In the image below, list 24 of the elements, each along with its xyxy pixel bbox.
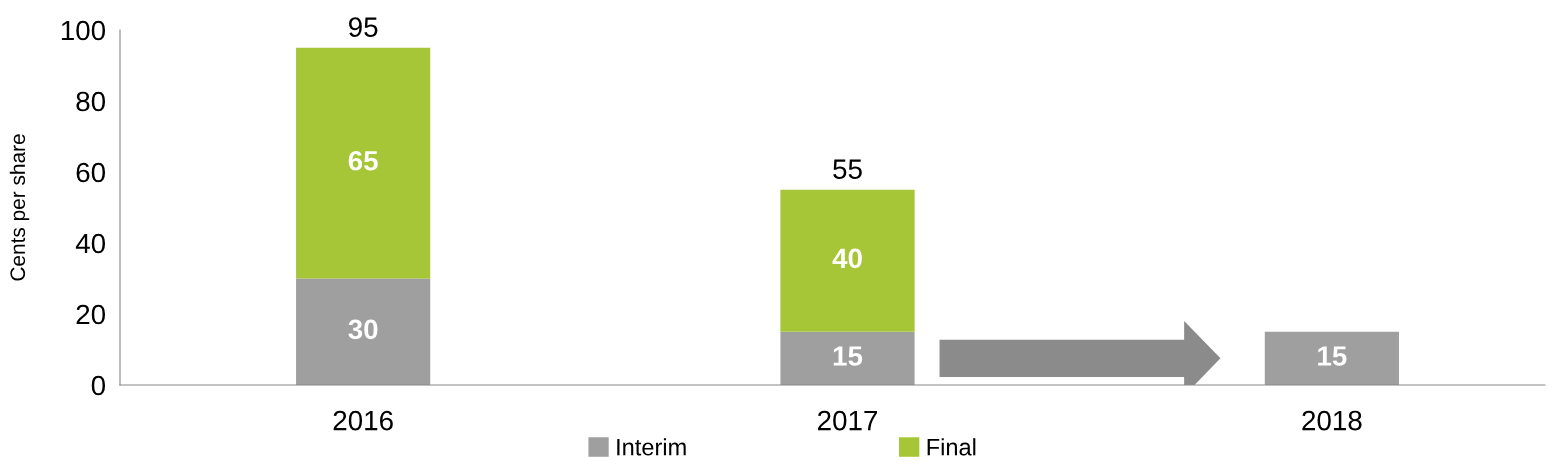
y-tick-label: 60 xyxy=(76,162,106,183)
y-tick-label: 20 xyxy=(76,304,106,325)
x-tick-label: 2018 xyxy=(1302,410,1362,431)
total-label: 95 xyxy=(349,17,378,37)
data-label: 15 xyxy=(1318,346,1347,366)
data-label: 40 xyxy=(832,248,862,269)
y-tick-label: 40 xyxy=(75,233,106,254)
y-tick-label: 80 xyxy=(76,91,106,112)
legend-label: Final xyxy=(927,438,976,456)
data-label: 65 xyxy=(348,150,378,171)
data-label: 30 xyxy=(348,319,378,340)
y-tick-label: 0 xyxy=(91,375,106,396)
total-label: 55 xyxy=(833,159,862,179)
bar xyxy=(780,189,915,332)
legend-label: Interim xyxy=(617,438,686,456)
bar xyxy=(1264,331,1399,385)
x-tick-label: 2016 xyxy=(333,410,393,431)
x-tick-label: 2017 xyxy=(818,410,878,431)
y-tick-label: 100 xyxy=(61,20,106,41)
bar xyxy=(296,278,431,385)
bar xyxy=(780,331,915,385)
bar xyxy=(296,47,431,279)
y-axis-title: Cents per share xyxy=(9,134,30,281)
data-label: 15 xyxy=(833,346,863,366)
